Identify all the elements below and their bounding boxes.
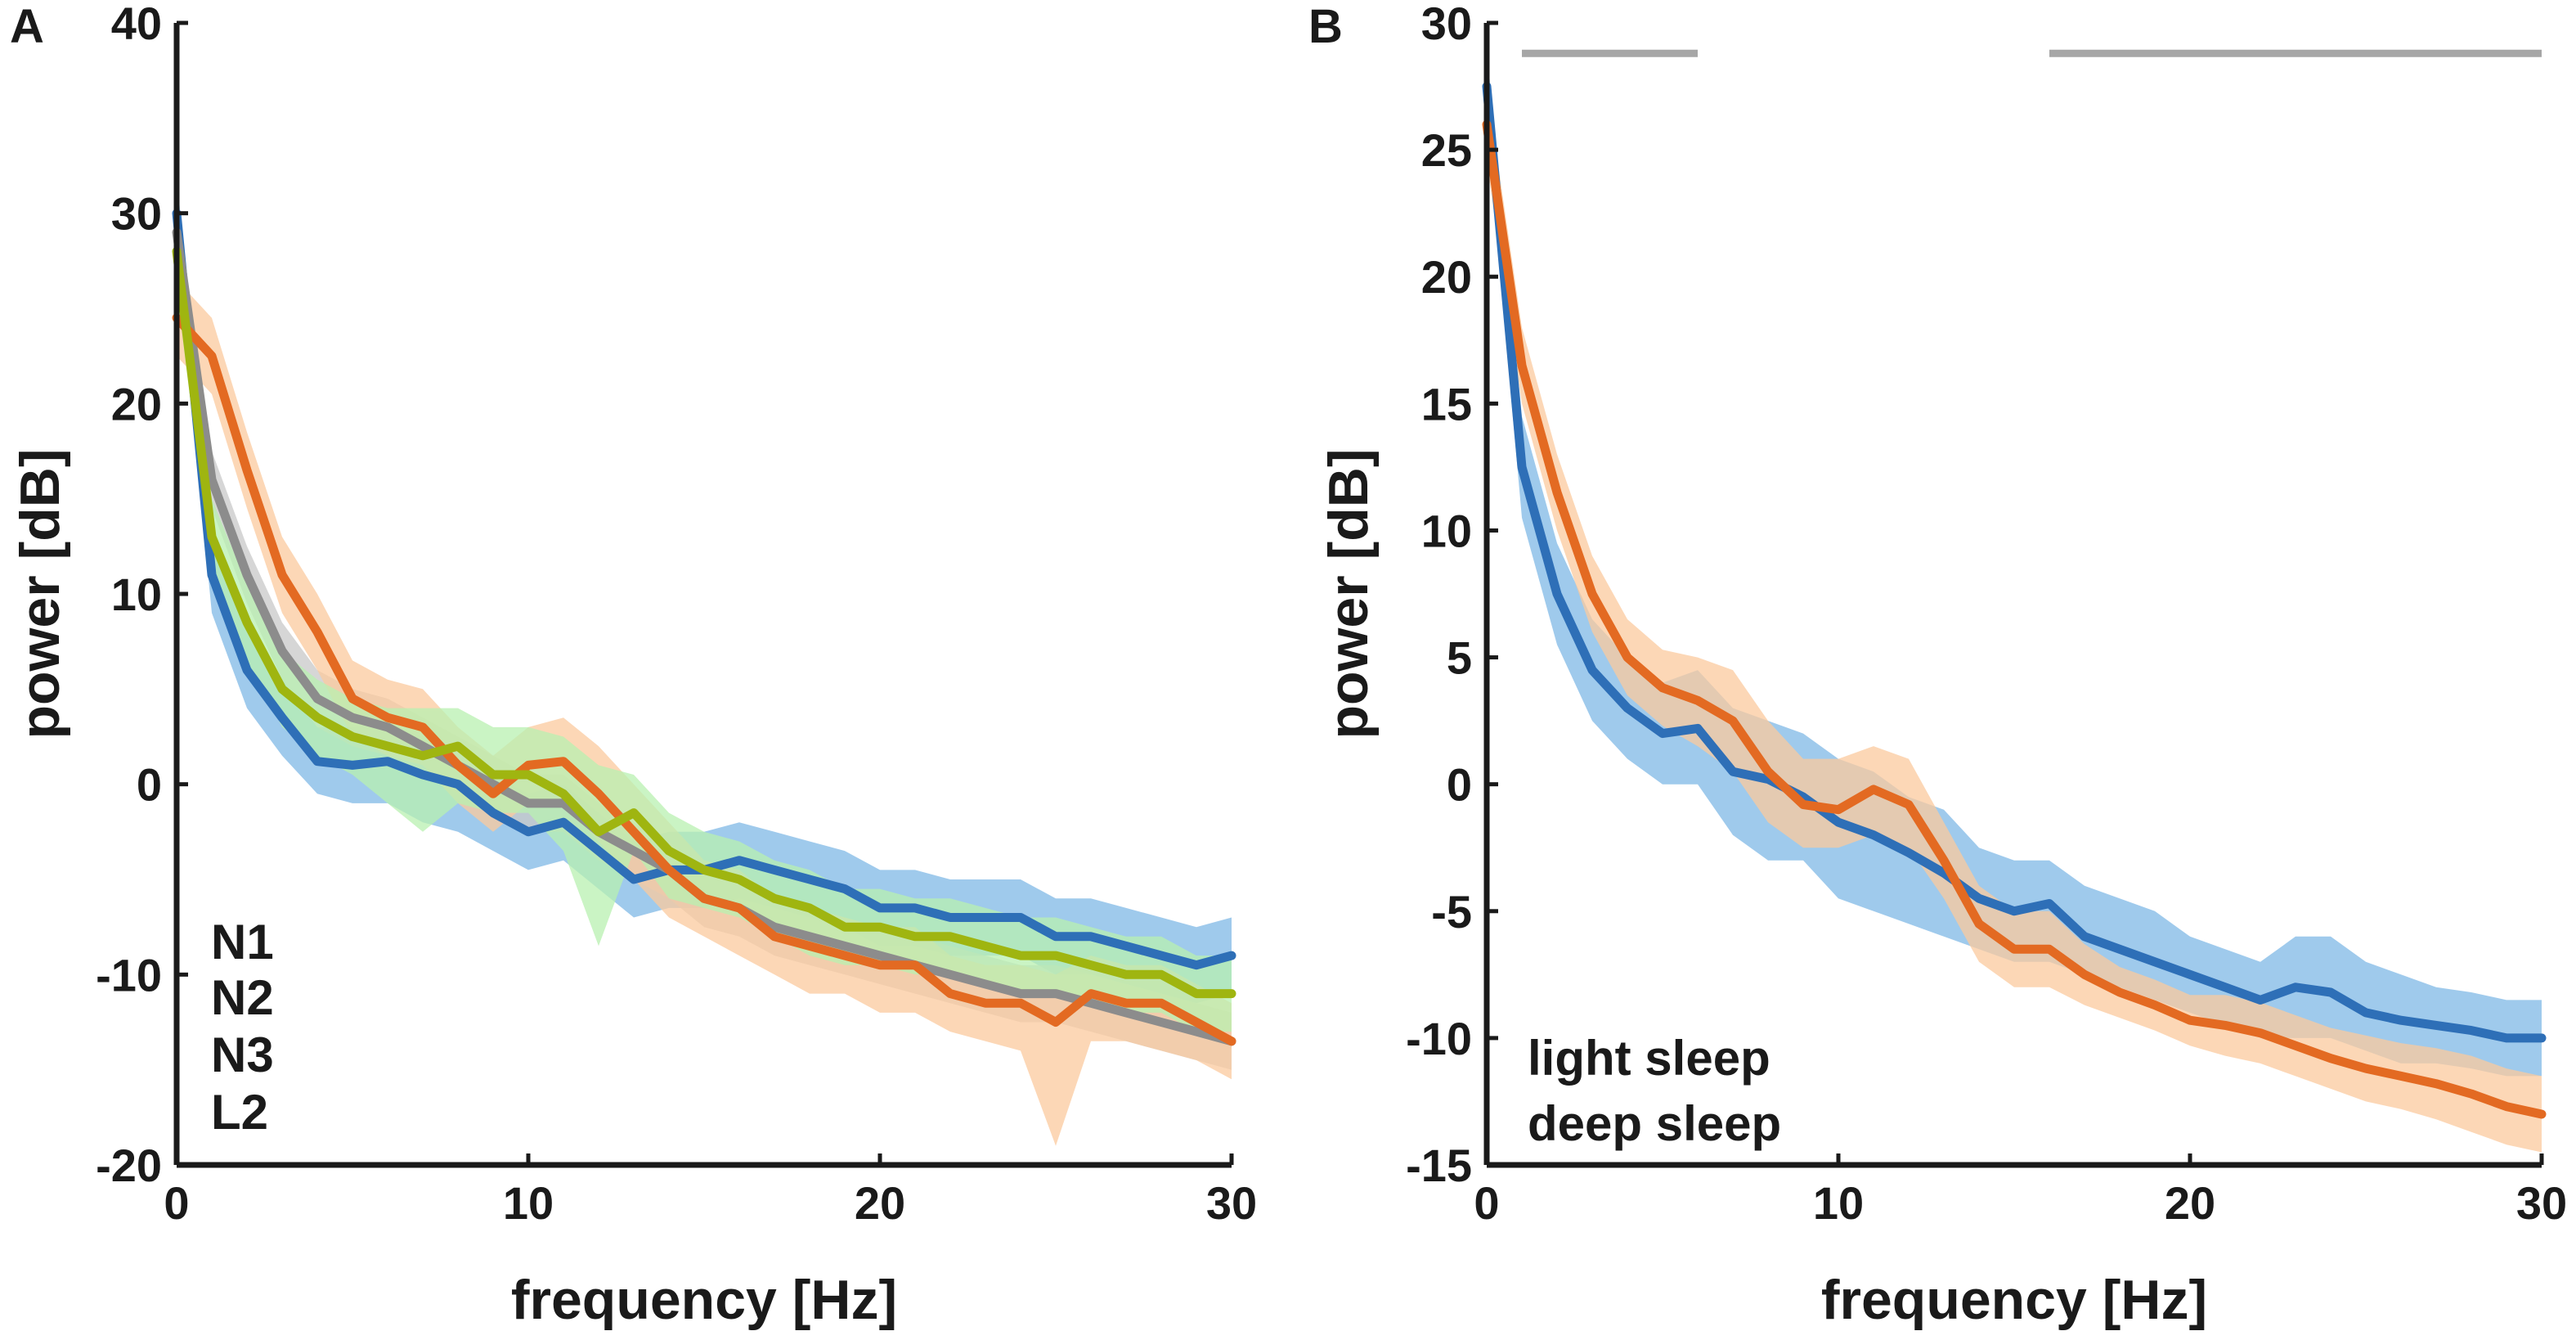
panel-b-x-axis-label: frequency [Hz] [1821,1269,2207,1331]
panel-b-y-tick-label: 30 [1421,0,1472,49]
band-light-sleep [1487,48,2542,1077]
panel-b-letter: B [1308,0,1343,53]
panel-b-bands [1487,48,2542,1153]
panel-b: B -15 -10 -5 0 5 10 15 20 25 30 0 10 20 30 frequency… [1308,0,2567,1331]
legend-entry-deep-sleep: deep sleep [1528,1096,1781,1151]
panel-b-y-tick-label: 0 [1447,759,1472,811]
panel-a-x-tick-label: 20 [855,1177,905,1229]
line-n3 [172,313,1236,1046]
panel-b-x-ticks: 0 10 20 30 [1474,1153,2567,1229]
panel-a-x-tick-label: 10 [503,1177,554,1229]
panel-b-y-tick-label: 25 [1421,124,1472,176]
panel-b-x-tick-label: 30 [2516,1177,2567,1229]
line-l2 [172,246,1236,999]
panel-a-letter: A [10,0,44,53]
panel-a-y-tick-label: 0 [137,759,162,811]
panel-a-legend: N1 N2 N3 L2 [211,915,274,1140]
line-light-sleep [1482,82,2547,1043]
panel-b-legend: light sleep deep sleep [1528,1031,1781,1151]
legend-entry-l2: L2 [211,1085,268,1140]
panel-a-x-tick-label: 0 [164,1177,189,1229]
panel-a: A -20 -10 0 10 20 30 40 0 10 20 30 frequency [Hz]… [9,0,1257,1331]
panel-b-y-ticks: -15 -10 -5 0 5 10 15 20 25 30 [1406,0,1498,1191]
panel-a-x-tick-label: 30 [1206,1177,1257,1229]
panel-b-y-tick-label: 15 [1421,378,1472,429]
panel-b-x-tick-label: 10 [1813,1177,1864,1229]
panel-b-y-tick-label: -10 [1406,1013,1472,1064]
panel-a-x-ticks: 0 10 20 30 [164,1153,1257,1229]
panel-b-y-tick-label: -15 [1406,1140,1472,1191]
panel-a-y-tick-label: 40 [111,0,162,49]
panel-a-y-tick-label: 10 [111,569,162,620]
panel-a-y-ticks: -20 -10 0 10 20 30 40 [96,0,188,1191]
panel-b-y-tick-label: 20 [1421,251,1472,303]
line-deep-sleep [1482,119,2547,1119]
legend-entry-n3: N3 [211,1027,274,1082]
band-deep-sleep [1487,86,2542,1153]
legend-entry-n2: N2 [211,970,274,1025]
panel-a-y-tick-label: 20 [111,378,162,429]
panel-b-x-tick-label: 0 [1474,1177,1499,1229]
panel-b-y-tick-label: 5 [1447,632,1472,684]
panel-a-y-tick-label: -10 [96,949,162,1001]
panel-b-y-tick-label: 10 [1421,505,1472,556]
panel-b-x-tick-label: 20 [2165,1177,2215,1229]
panel-a-y-tick-label: -20 [96,1140,162,1191]
panel-a-lines [172,209,1236,1046]
panel-b-y-axis-label: power [dB] [1317,448,1380,739]
legend-entry-n1: N1 [211,915,274,969]
panel-b-lines [1482,82,2547,1119]
panel-b-y-tick-label: -5 [1431,886,1472,938]
panel-a-y-tick-label: 30 [111,188,162,240]
panel-a-y-axis-label: power [dB] [9,448,71,739]
panel-a-x-axis-label: frequency [Hz] [511,1269,897,1331]
legend-entry-light-sleep: light sleep [1528,1031,1770,1086]
